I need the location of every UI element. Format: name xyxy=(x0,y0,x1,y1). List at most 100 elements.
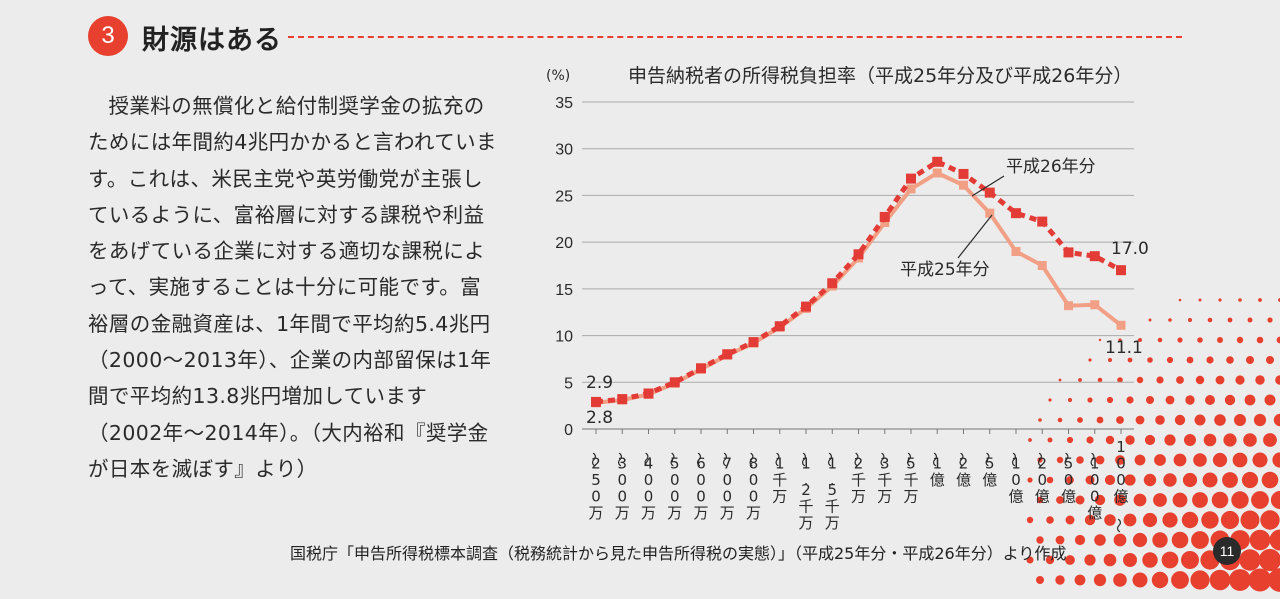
halftone-dot xyxy=(1185,395,1195,405)
data-point xyxy=(1011,246,1021,256)
data-point xyxy=(1037,216,1048,227)
halftone-dot xyxy=(1258,548,1280,572)
halftone-dot xyxy=(1142,512,1158,528)
data-point xyxy=(1116,265,1126,276)
halftone-dot xyxy=(1269,529,1280,551)
halftone-dot xyxy=(1258,298,1262,302)
data-point xyxy=(748,337,759,348)
section-header: 3 財源はある xyxy=(88,14,1188,58)
halftone-dot xyxy=(1224,394,1236,406)
y-tick-label: 0 xyxy=(564,422,573,439)
value-label-last-26: 17.0 xyxy=(1111,239,1149,259)
x-tick-label: ～6 0 0 万 xyxy=(689,429,709,522)
x-tick-label: ～5 0 0 万 xyxy=(663,429,682,522)
halftone-dot xyxy=(1146,396,1154,404)
series-heisei25 xyxy=(591,168,1126,408)
data-point xyxy=(774,321,785,332)
halftone-dot xyxy=(1215,375,1225,385)
halftone-dot xyxy=(1027,477,1033,483)
halftone-dot xyxy=(1178,298,1182,302)
svg-text:～10億: ～1 0 億 xyxy=(1004,452,1023,506)
body-paragraph: 授業料の無償化と給付制奨学金の拡充のためには年間約4兆円かかると言われています。… xyxy=(88,94,497,481)
halftone-dot xyxy=(1074,574,1086,586)
halftone-dot xyxy=(1207,317,1213,323)
halftone-dot xyxy=(1075,495,1085,505)
halftone-dot xyxy=(1247,317,1253,323)
halftone-dot xyxy=(1123,513,1137,527)
halftone-dot xyxy=(1202,472,1218,488)
x-tick-label: ～7 0 0 万 xyxy=(716,429,735,522)
x-tick-label: ～5 0 億 xyxy=(1057,429,1076,506)
halftone-dot xyxy=(1275,375,1280,385)
y-tick-label: 30 xyxy=(555,142,573,159)
source-caption: 国税庁「申告所得税標本調査（税務統計から見た申告所得税の実態）」（平成25年分・… xyxy=(290,544,1067,563)
halftone-dot xyxy=(1192,492,1208,508)
halftone-dot xyxy=(1135,415,1145,425)
svg-text:～1千万: ～1 千万 xyxy=(768,452,787,506)
y-tick-label: 10 xyxy=(555,329,573,346)
y-tick-label: 25 xyxy=(555,188,573,205)
halftone-dot xyxy=(1077,417,1083,423)
halftone-dot xyxy=(1028,438,1032,442)
chart-gridlines xyxy=(582,101,1134,430)
halftone-dot xyxy=(1198,298,1202,302)
halftone-dot xyxy=(1118,338,1122,342)
data-point xyxy=(669,377,680,388)
legend-label-heisei25: 平成25年分 xyxy=(900,260,990,280)
halftone-dot xyxy=(1205,395,1215,405)
halftone-dot xyxy=(1125,435,1135,445)
halftone-dot xyxy=(1243,433,1257,447)
halftone-dot xyxy=(1104,474,1116,486)
chart-series xyxy=(591,156,1126,408)
halftone-dot xyxy=(1065,555,1075,565)
data-point xyxy=(880,218,890,228)
halftone-dot xyxy=(1074,534,1086,546)
data-point xyxy=(959,180,968,190)
halftone-dot xyxy=(1240,510,1260,530)
x-tick-label: ～1 千万 xyxy=(768,429,787,506)
halftone-dot xyxy=(1046,516,1054,524)
halftone-dot xyxy=(1223,433,1237,447)
halftone-dot xyxy=(1227,317,1233,323)
data-point xyxy=(853,249,864,260)
halftone-dot xyxy=(1186,356,1194,364)
data-point xyxy=(906,173,916,184)
series-heisei26 xyxy=(591,156,1126,407)
chart-title: 申告納税者の所得税負担率（平成25年分及び平成26年分） xyxy=(628,65,1132,87)
halftone-dot xyxy=(1220,510,1240,530)
halftone-dot xyxy=(1143,473,1157,487)
halftone-dot xyxy=(1272,452,1280,468)
halftone-dot xyxy=(1115,455,1125,465)
halftone-dot xyxy=(1066,436,1074,444)
halftone-dot xyxy=(1045,555,1055,565)
series-line xyxy=(595,171,1123,405)
halftone-dot xyxy=(1085,475,1095,485)
halftone-dot xyxy=(1212,452,1228,468)
halftone-dot xyxy=(1163,473,1177,487)
halftone-dot xyxy=(1036,496,1044,504)
halftone-dot xyxy=(1214,414,1226,426)
halftone-dot xyxy=(1184,434,1196,446)
halftone-dot xyxy=(1273,413,1280,427)
halftone-dot xyxy=(1171,571,1189,589)
halftone-dot xyxy=(1249,529,1271,551)
halftone-dot xyxy=(1095,455,1105,465)
halftone-dot xyxy=(1055,535,1065,545)
data-point xyxy=(722,349,733,360)
halftone-dot xyxy=(1234,414,1246,426)
halftone-dot xyxy=(1144,434,1156,446)
svg-text:～20億: ～2 0 億 xyxy=(1031,452,1050,506)
halftone-dot xyxy=(1156,376,1164,384)
value-label-last-25: 11.1 xyxy=(1105,338,1143,358)
halftone-dot xyxy=(1171,531,1189,549)
halftone-dot xyxy=(1026,516,1034,524)
y-tick-label: 5 xyxy=(564,375,573,392)
halftone-dot xyxy=(1132,572,1148,588)
halftone-dot xyxy=(1252,452,1268,468)
halftone-dot xyxy=(1116,416,1124,424)
header-dashed-rule xyxy=(288,36,1182,38)
halftone-dot xyxy=(1127,357,1133,363)
